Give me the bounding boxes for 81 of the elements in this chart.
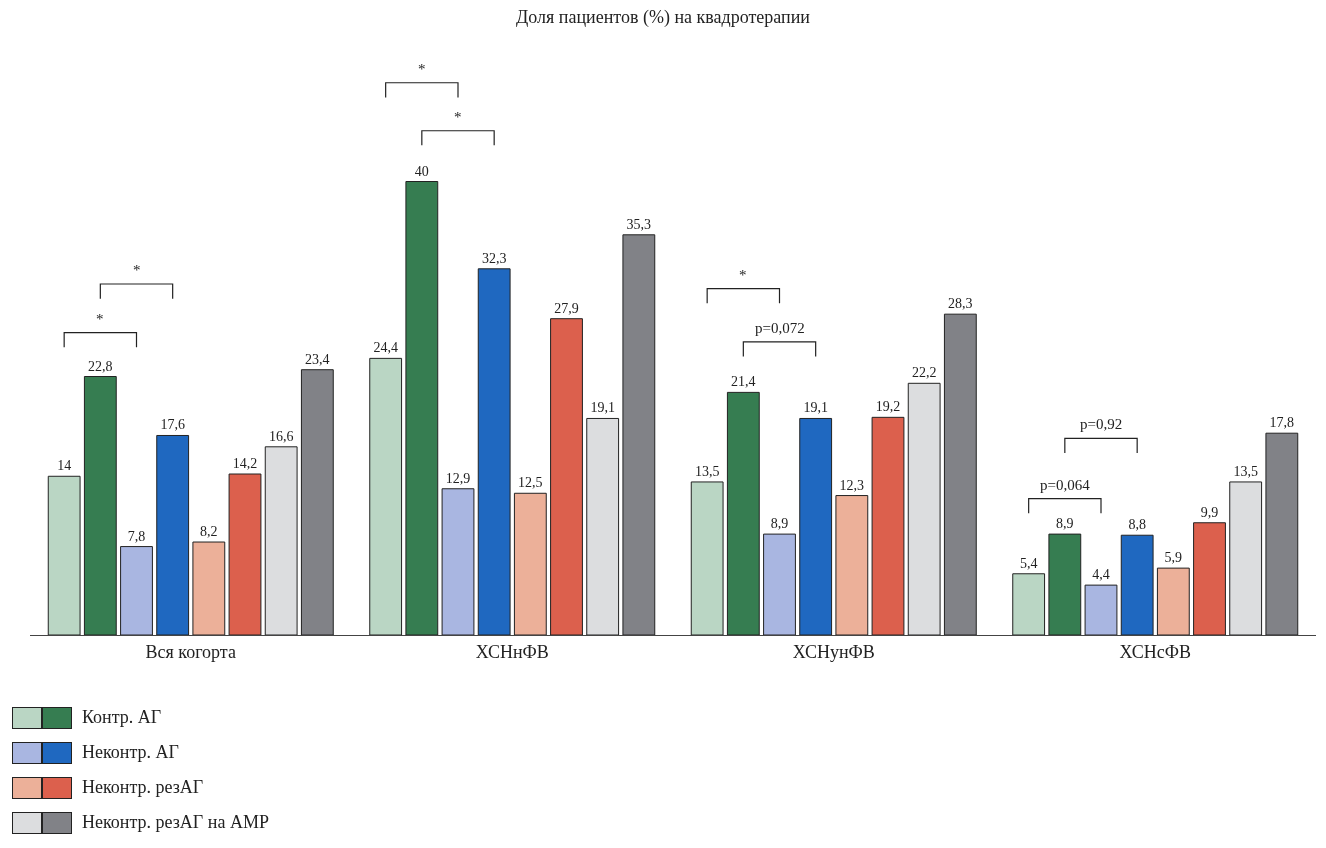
annotation: *	[96, 311, 104, 327]
data-label: 8,9	[1056, 516, 1074, 532]
data-label: 35,3	[626, 216, 652, 232]
data-label: 13,5	[694, 463, 720, 479]
legend-label: Неконтр. резАГ на АМР	[82, 812, 269, 833]
bar	[369, 357, 403, 635]
data-label: 5,4	[1019, 555, 1038, 571]
bar	[907, 382, 941, 635]
bar	[405, 181, 439, 635]
bar	[264, 446, 298, 635]
data-label: 40	[414, 163, 429, 179]
bar	[1012, 573, 1046, 635]
data-label: 17,6	[160, 417, 185, 433]
data-label: 13,5	[1233, 463, 1258, 479]
bar	[228, 473, 262, 635]
bar	[835, 495, 869, 635]
data-label: 17,8	[1269, 415, 1295, 431]
bar	[622, 234, 656, 635]
bar	[1048, 533, 1082, 635]
x-tick-label: ХСНунФВ	[792, 641, 875, 662]
bar	[1265, 432, 1299, 635]
data-label: 23,4	[305, 351, 330, 367]
text: *	[418, 61, 426, 77]
legend-label: Неконтр. АГ	[82, 742, 179, 763]
bar	[690, 481, 724, 635]
data-label: 8,9	[770, 516, 789, 532]
data-label: 14,2	[232, 456, 258, 472]
bar	[1120, 534, 1154, 635]
annotation: *	[133, 262, 141, 278]
data-label: 24,4	[373, 340, 398, 356]
data-label: 32,3	[481, 250, 507, 266]
bar	[156, 434, 190, 635]
data-label: 12,9	[445, 470, 471, 486]
bar	[726, 391, 760, 635]
data-label: 5,9	[1164, 550, 1183, 566]
bar	[763, 533, 796, 635]
data-label: 28,3	[948, 296, 973, 312]
data-label: 19,2	[875, 399, 901, 415]
data-label: 14	[57, 458, 72, 474]
data-label: 9,9	[1200, 504, 1219, 520]
bar	[799, 417, 833, 635]
data-label: 21,4	[731, 374, 756, 390]
annotation: *	[739, 267, 747, 283]
bar	[550, 318, 583, 635]
bar	[1193, 522, 1226, 635]
bar	[1156, 567, 1190, 635]
x-tick-label: ХСНсФВ	[1119, 641, 1192, 662]
bar	[477, 268, 511, 635]
data-label: 27,9	[554, 300, 579, 316]
chart-title: Доля пациентов (%) на квадротерапии	[516, 6, 811, 28]
bar	[441, 488, 475, 635]
data-label: 4,4	[1092, 567, 1110, 583]
data-label: 12,5	[518, 475, 543, 491]
annotation: p=0,064	[1040, 477, 1091, 493]
bar	[1084, 584, 1118, 635]
legend-label: Контр. АГ	[82, 707, 162, 728]
data-label: 19,1	[803, 400, 828, 416]
x-tick-label: Вся когорта	[145, 641, 236, 662]
annotation: p=0,072	[755, 320, 805, 336]
data-label: 8,8	[1128, 517, 1146, 533]
bar	[300, 369, 334, 635]
data-label: 8,2	[200, 524, 218, 540]
bar	[943, 313, 977, 635]
bar	[1229, 481, 1263, 635]
data-label: 19,1	[590, 400, 615, 416]
annotation: p=0,92	[1080, 416, 1123, 432]
legend-label: Неконтр. резАГ	[82, 777, 204, 798]
bar	[586, 417, 620, 635]
bar	[47, 475, 81, 635]
x-tick-label: ХСНнФВ	[475, 641, 549, 662]
data-label: 7,8	[127, 528, 146, 544]
bar	[871, 416, 905, 635]
data-label: 22,2	[911, 365, 937, 381]
text: *	[454, 109, 462, 125]
bar	[83, 376, 117, 635]
data-label: 22,8	[88, 358, 113, 374]
data-label: 12,3	[839, 477, 865, 493]
bar	[513, 492, 547, 635]
data-label: 16,6	[268, 428, 294, 444]
bar	[192, 541, 226, 635]
bar	[120, 546, 153, 635]
